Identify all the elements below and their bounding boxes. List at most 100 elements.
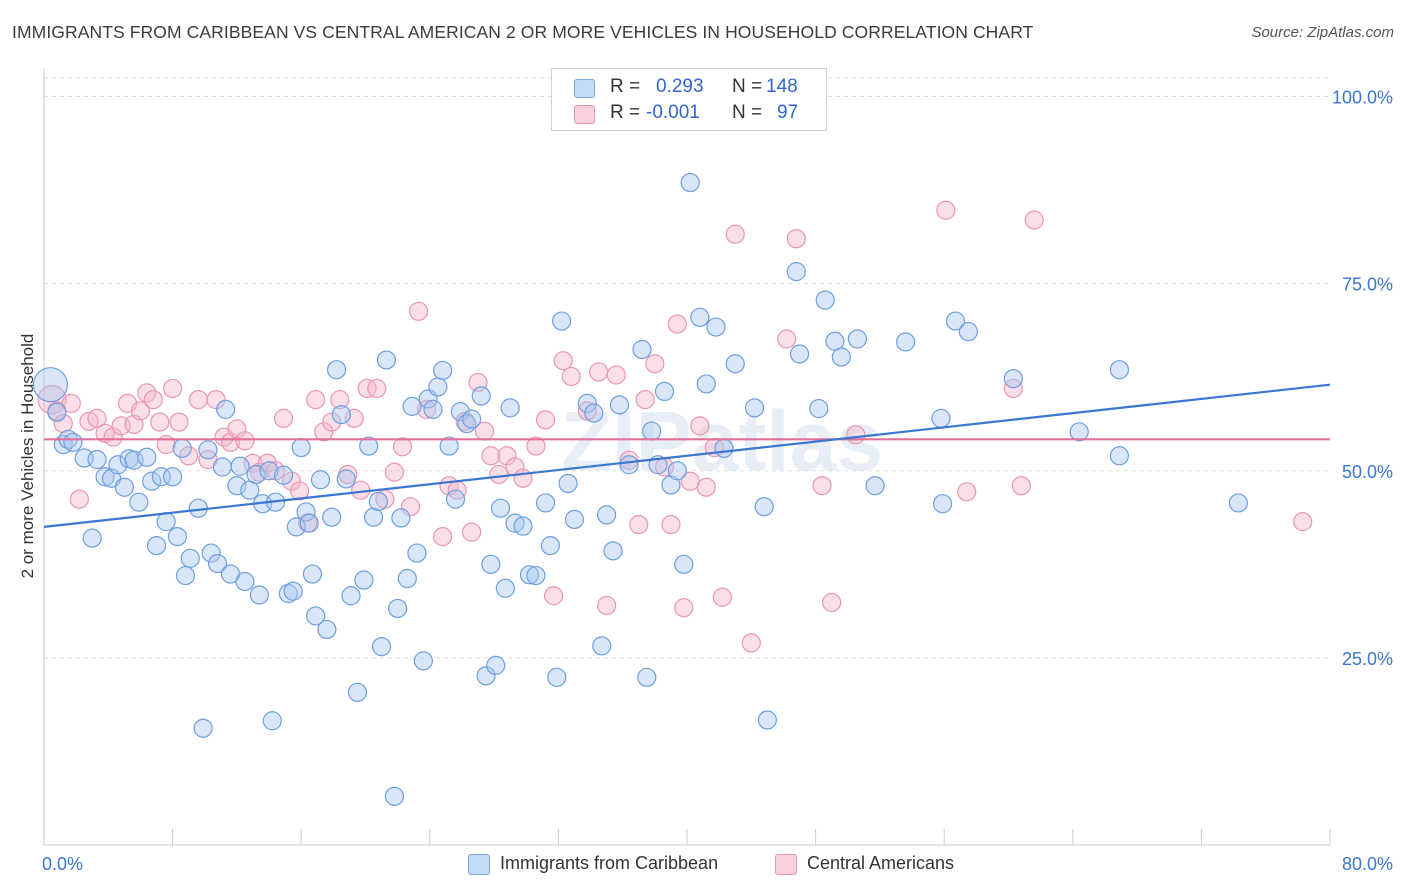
point-central-americans <box>1024 210 1044 230</box>
r-label: R = <box>610 76 641 97</box>
point-caribbean <box>156 512 176 532</box>
trend-lines <box>43 383 1331 528</box>
point-caribbean <box>500 398 520 418</box>
point-central-americans <box>561 366 581 387</box>
swatch-central-americans <box>574 105 595 124</box>
point-caribbean <box>744 398 765 418</box>
point-central-americans <box>553 351 573 371</box>
point-caribbean <box>932 494 953 514</box>
point-caribbean <box>564 509 585 530</box>
point-caribbean <box>198 440 218 460</box>
point-caribbean <box>450 402 470 422</box>
point-central-americans <box>661 515 681 535</box>
point-caribbean <box>896 332 916 352</box>
n-value: 148 <box>766 76 798 97</box>
point-caribbean <box>151 467 171 487</box>
point-caribbean <box>95 467 115 487</box>
point-caribbean <box>326 360 347 380</box>
point-central-americans <box>822 592 842 613</box>
point-caribbean <box>129 492 149 512</box>
point-caribbean <box>286 517 306 537</box>
point-central-americans <box>535 410 556 430</box>
point-caribbean <box>486 655 506 675</box>
point-caribbean <box>108 455 128 475</box>
y-tick-label: 50.0% <box>1342 462 1393 482</box>
point-caribbean <box>388 598 408 619</box>
point-caribbean <box>306 606 326 626</box>
x-tick-label: 80.0% <box>1342 854 1393 874</box>
point-central-americans <box>273 408 294 428</box>
point-caribbean <box>391 508 411 528</box>
point-caribbean <box>291 437 311 458</box>
point-caribbean <box>603 541 623 561</box>
point-caribbean <box>637 667 657 687</box>
point-central-americans <box>344 408 364 428</box>
point-caribbean <box>359 436 379 456</box>
point-central-americans <box>306 390 326 410</box>
point-caribbean <box>363 507 384 527</box>
point-caribbean <box>661 475 681 495</box>
point-caribbean <box>32 367 69 403</box>
point-caribbean <box>249 585 270 605</box>
n-label: N = <box>732 102 763 123</box>
point-central-americans <box>169 412 189 432</box>
point-caribbean <box>397 568 417 589</box>
point-central-americans <box>1003 378 1023 399</box>
point-central-americans <box>384 462 405 482</box>
point-caribbean <box>847 329 867 349</box>
point-central-americans <box>322 412 342 432</box>
point-caribbean <box>423 399 443 419</box>
legend-swatch-caribbean <box>468 854 490 875</box>
point-caribbean <box>547 667 567 687</box>
point-central-americans <box>103 427 123 447</box>
chart-title: IMMIGRANTS FROM CARIBBEAN VS CENTRAL AME… <box>12 22 1034 42</box>
point-caribbean <box>552 311 572 331</box>
point-caribbean <box>786 262 806 282</box>
swatch-caribbean <box>574 79 595 98</box>
point-central-americans <box>846 425 866 445</box>
point-central-americans <box>786 229 806 249</box>
point-central-americans <box>674 598 694 618</box>
point-caribbean <box>347 682 368 702</box>
point-central-americans <box>588 362 609 382</box>
r-value: -0.001 <box>646 102 700 123</box>
point-central-americans <box>645 354 665 374</box>
point-central-americans <box>489 464 509 485</box>
point-caribbean <box>577 393 597 413</box>
point-caribbean <box>302 564 323 584</box>
point-caribbean <box>513 516 533 536</box>
point-caribbean <box>674 554 694 574</box>
point-caribbean <box>476 666 496 686</box>
point-central-americans <box>357 378 377 399</box>
point-central-americans <box>629 515 649 535</box>
y-tick-label: 100.0% <box>1332 88 1393 108</box>
point-caribbean <box>371 637 392 657</box>
point-central-americans <box>188 390 208 410</box>
x-tick-label: 0.0% <box>42 854 83 874</box>
point-central-americans <box>37 385 67 415</box>
point-central-americans <box>481 446 501 466</box>
point-central-americans <box>206 390 226 410</box>
point-central-americans <box>597 595 617 616</box>
point-caribbean <box>445 489 466 509</box>
point-caribbean <box>667 461 687 481</box>
point-central-americans <box>936 200 956 220</box>
point-central-americans <box>143 390 163 410</box>
point-central-americans <box>505 457 525 477</box>
point-caribbean <box>757 710 777 730</box>
point-caribbean <box>1228 493 1248 513</box>
point-caribbean <box>725 354 745 374</box>
point-caribbean <box>696 374 716 394</box>
point-caribbean <box>592 636 612 656</box>
point-central-americans <box>497 446 517 466</box>
point-caribbean <box>831 347 851 367</box>
point-caribbean <box>706 317 726 337</box>
point-caribbean <box>495 578 515 598</box>
point-central-americans <box>667 314 687 334</box>
point-caribbean <box>654 381 675 402</box>
point-caribbean <box>1069 422 1089 442</box>
point-caribbean <box>865 476 885 496</box>
point-central-americans <box>635 390 655 410</box>
point-central-americans <box>61 393 81 413</box>
